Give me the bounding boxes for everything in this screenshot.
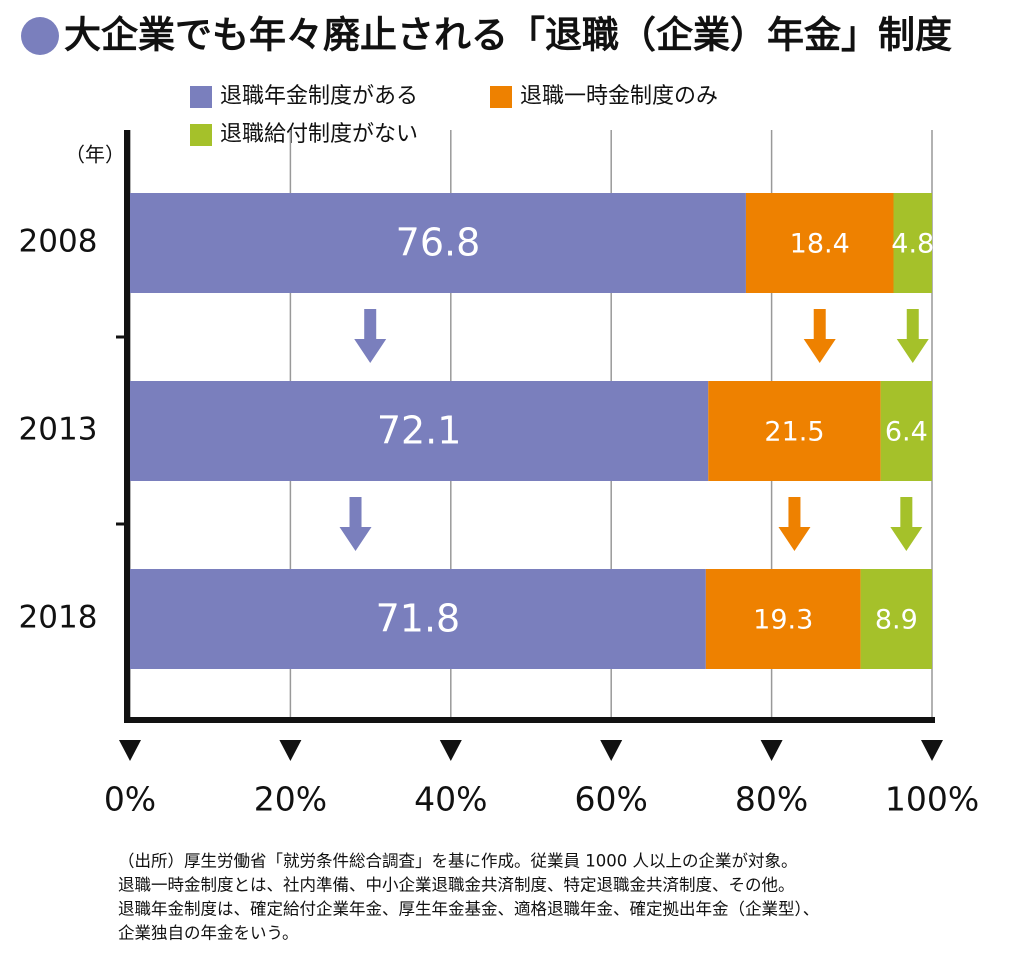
bar-segment xyxy=(860,569,932,669)
source-note: 退職一時金制度とは、社内準備、中小企業退職金共済制度、特定退職金共済制度、その他… xyxy=(118,876,795,895)
down-arrow xyxy=(803,309,836,363)
legend-swatch xyxy=(190,124,212,146)
data-label: 18.4 xyxy=(790,229,850,260)
chart-title: 大企業でも年々廃止される「退職（企業）年金」制度 xyxy=(64,14,952,57)
tick-mark xyxy=(439,740,462,761)
data-label: 8.9 xyxy=(875,605,918,636)
down-arrow xyxy=(890,497,923,551)
bar-segment xyxy=(130,193,746,293)
data-label: 6.4 xyxy=(885,417,928,448)
bar-segment xyxy=(880,381,932,481)
y-axis-label: （年） xyxy=(65,143,125,167)
data-label: 4.8 xyxy=(891,229,934,260)
legend-label: 退職給付制度がない xyxy=(220,122,418,147)
x-tick-label: 20% xyxy=(254,780,327,819)
source-note: 企業独自の年金をいう。 xyxy=(118,924,299,943)
tick-mark xyxy=(279,740,302,761)
title-bullet xyxy=(21,17,59,55)
source-note: 退職年金制度は、確定給付企業年金、厚生年金基金、適格退職年金、確定拠出年金（企業… xyxy=(118,900,819,919)
down-arrow xyxy=(354,309,387,363)
data-label: 21.5 xyxy=(764,417,824,448)
y-tick-label: 2008 xyxy=(19,224,98,260)
down-arrow xyxy=(896,309,929,363)
legend-label: 退職一時金制度のみ xyxy=(520,84,718,109)
data-label: 76.8 xyxy=(396,221,481,265)
down-arrow xyxy=(339,497,372,551)
y-tick-label: 2013 xyxy=(19,412,98,448)
y-tick-label: 2018 xyxy=(19,600,98,636)
tick-mark xyxy=(600,740,623,761)
tick-mark xyxy=(921,740,943,761)
source-note: （出所）厚生労働省「就労条件総合調査」を基に作成。従業員 1000 人以上の企業… xyxy=(118,852,797,871)
bar-segment xyxy=(130,569,706,669)
x-tick-label: 40% xyxy=(414,780,487,819)
tick-mark xyxy=(760,740,783,761)
tick-mark xyxy=(119,740,141,761)
bar-segment xyxy=(708,381,881,481)
data-label: 19.3 xyxy=(753,605,813,636)
down-arrow xyxy=(778,497,811,551)
x-tick-label: 80% xyxy=(735,780,808,819)
bar-segment xyxy=(130,381,709,481)
bar-segment xyxy=(705,569,861,669)
x-tick-label: 100% xyxy=(885,780,979,819)
legend-swatch xyxy=(490,86,512,108)
x-tick-label: 60% xyxy=(575,780,648,819)
legend-swatch xyxy=(190,86,212,108)
bar-segment xyxy=(893,193,932,293)
data-label: 72.1 xyxy=(377,409,462,453)
x-tick-label: 0% xyxy=(104,780,156,819)
legend-label: 退職年金制度がある xyxy=(220,84,418,109)
data-label: 71.8 xyxy=(376,597,461,641)
bar-segment xyxy=(745,193,894,293)
